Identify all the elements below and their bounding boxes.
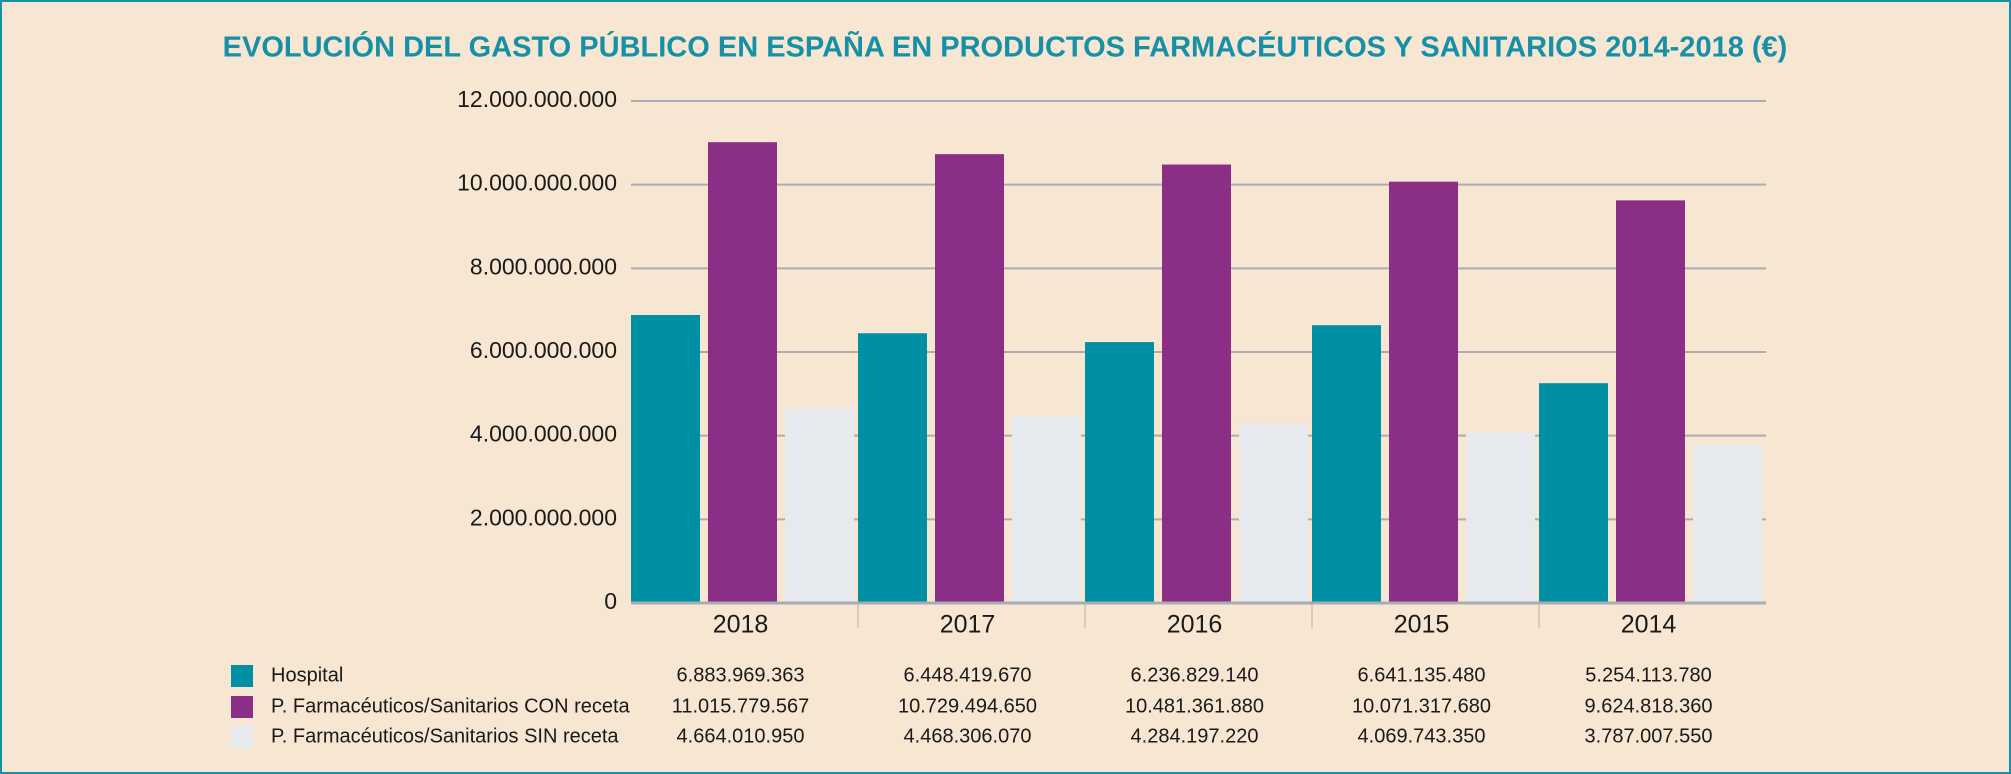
bar — [631, 315, 700, 603]
table-value: 10.071.317.680 — [1352, 695, 1491, 717]
bar — [708, 142, 777, 603]
y-tick-label: 0 — [604, 588, 617, 614]
bar — [858, 333, 927, 603]
table-value: 4.284.197.220 — [1131, 725, 1259, 747]
y-tick-label: 12.000.000.000 — [457, 86, 617, 112]
table-value: 6.236.829.140 — [1131, 664, 1259, 686]
y-tick-label: 10.000.000.000 — [457, 170, 617, 196]
table-value: 10.729.494.650 — [898, 695, 1037, 717]
x-tick-label: 2018 — [713, 611, 769, 639]
legend-swatch — [231, 665, 253, 687]
table-value: 6.641.135.480 — [1358, 664, 1486, 686]
legend-swatch — [231, 696, 253, 718]
bar — [1466, 432, 1535, 603]
x-tick-label: 2017 — [940, 611, 996, 639]
legend-label: Hospital — [271, 664, 343, 686]
table-value: 6.883.969.363 — [677, 664, 805, 686]
bar — [1539, 383, 1608, 603]
x-tick-label: 2014 — [1621, 611, 1677, 639]
bar — [1162, 164, 1231, 603]
bar — [785, 407, 854, 603]
legend-label: P. Farmacéuticos/Sanitarios SIN receta — [271, 725, 619, 747]
table-value: 4.069.743.350 — [1358, 725, 1486, 747]
legend-label: P. Farmacéuticos/Sanitarios CON receta — [271, 695, 631, 717]
bar — [1239, 423, 1308, 603]
table-value: 4.468.306.070 — [904, 725, 1032, 747]
bar — [1389, 181, 1458, 603]
bar — [935, 154, 1004, 603]
bar — [1312, 325, 1381, 603]
bar — [1616, 200, 1685, 604]
table-value: 11.015.779.567 — [672, 695, 810, 717]
table-value: 10.481.361.880 — [1125, 695, 1264, 717]
y-tick-label: 6.000.000.000 — [470, 337, 617, 363]
table-value: 5.254.113.780 — [1585, 664, 1711, 686]
y-tick-label: 4.000.000.000 — [470, 421, 617, 447]
x-tick-label: 2016 — [1167, 611, 1223, 639]
table-value: 4.664.010.950 — [677, 725, 805, 747]
bar — [1693, 444, 1762, 603]
y-tick-label: 8.000.000.000 — [470, 253, 617, 279]
y-tick-label: 2.000.000.000 — [470, 504, 617, 530]
legend-swatch — [231, 726, 253, 748]
table-value: 6.448.419.670 — [904, 664, 1032, 686]
bar — [1085, 342, 1154, 603]
chart-title: EVOLUCIÓN DEL GASTO PÚBLICO EN ESPAÑA EN… — [223, 30, 1788, 64]
x-tick-label: 2015 — [1394, 611, 1450, 639]
table-value: 3.787.007.550 — [1585, 725, 1713, 747]
table-value: 9.624.818.360 — [1585, 695, 1713, 717]
bar — [1012, 416, 1081, 603]
